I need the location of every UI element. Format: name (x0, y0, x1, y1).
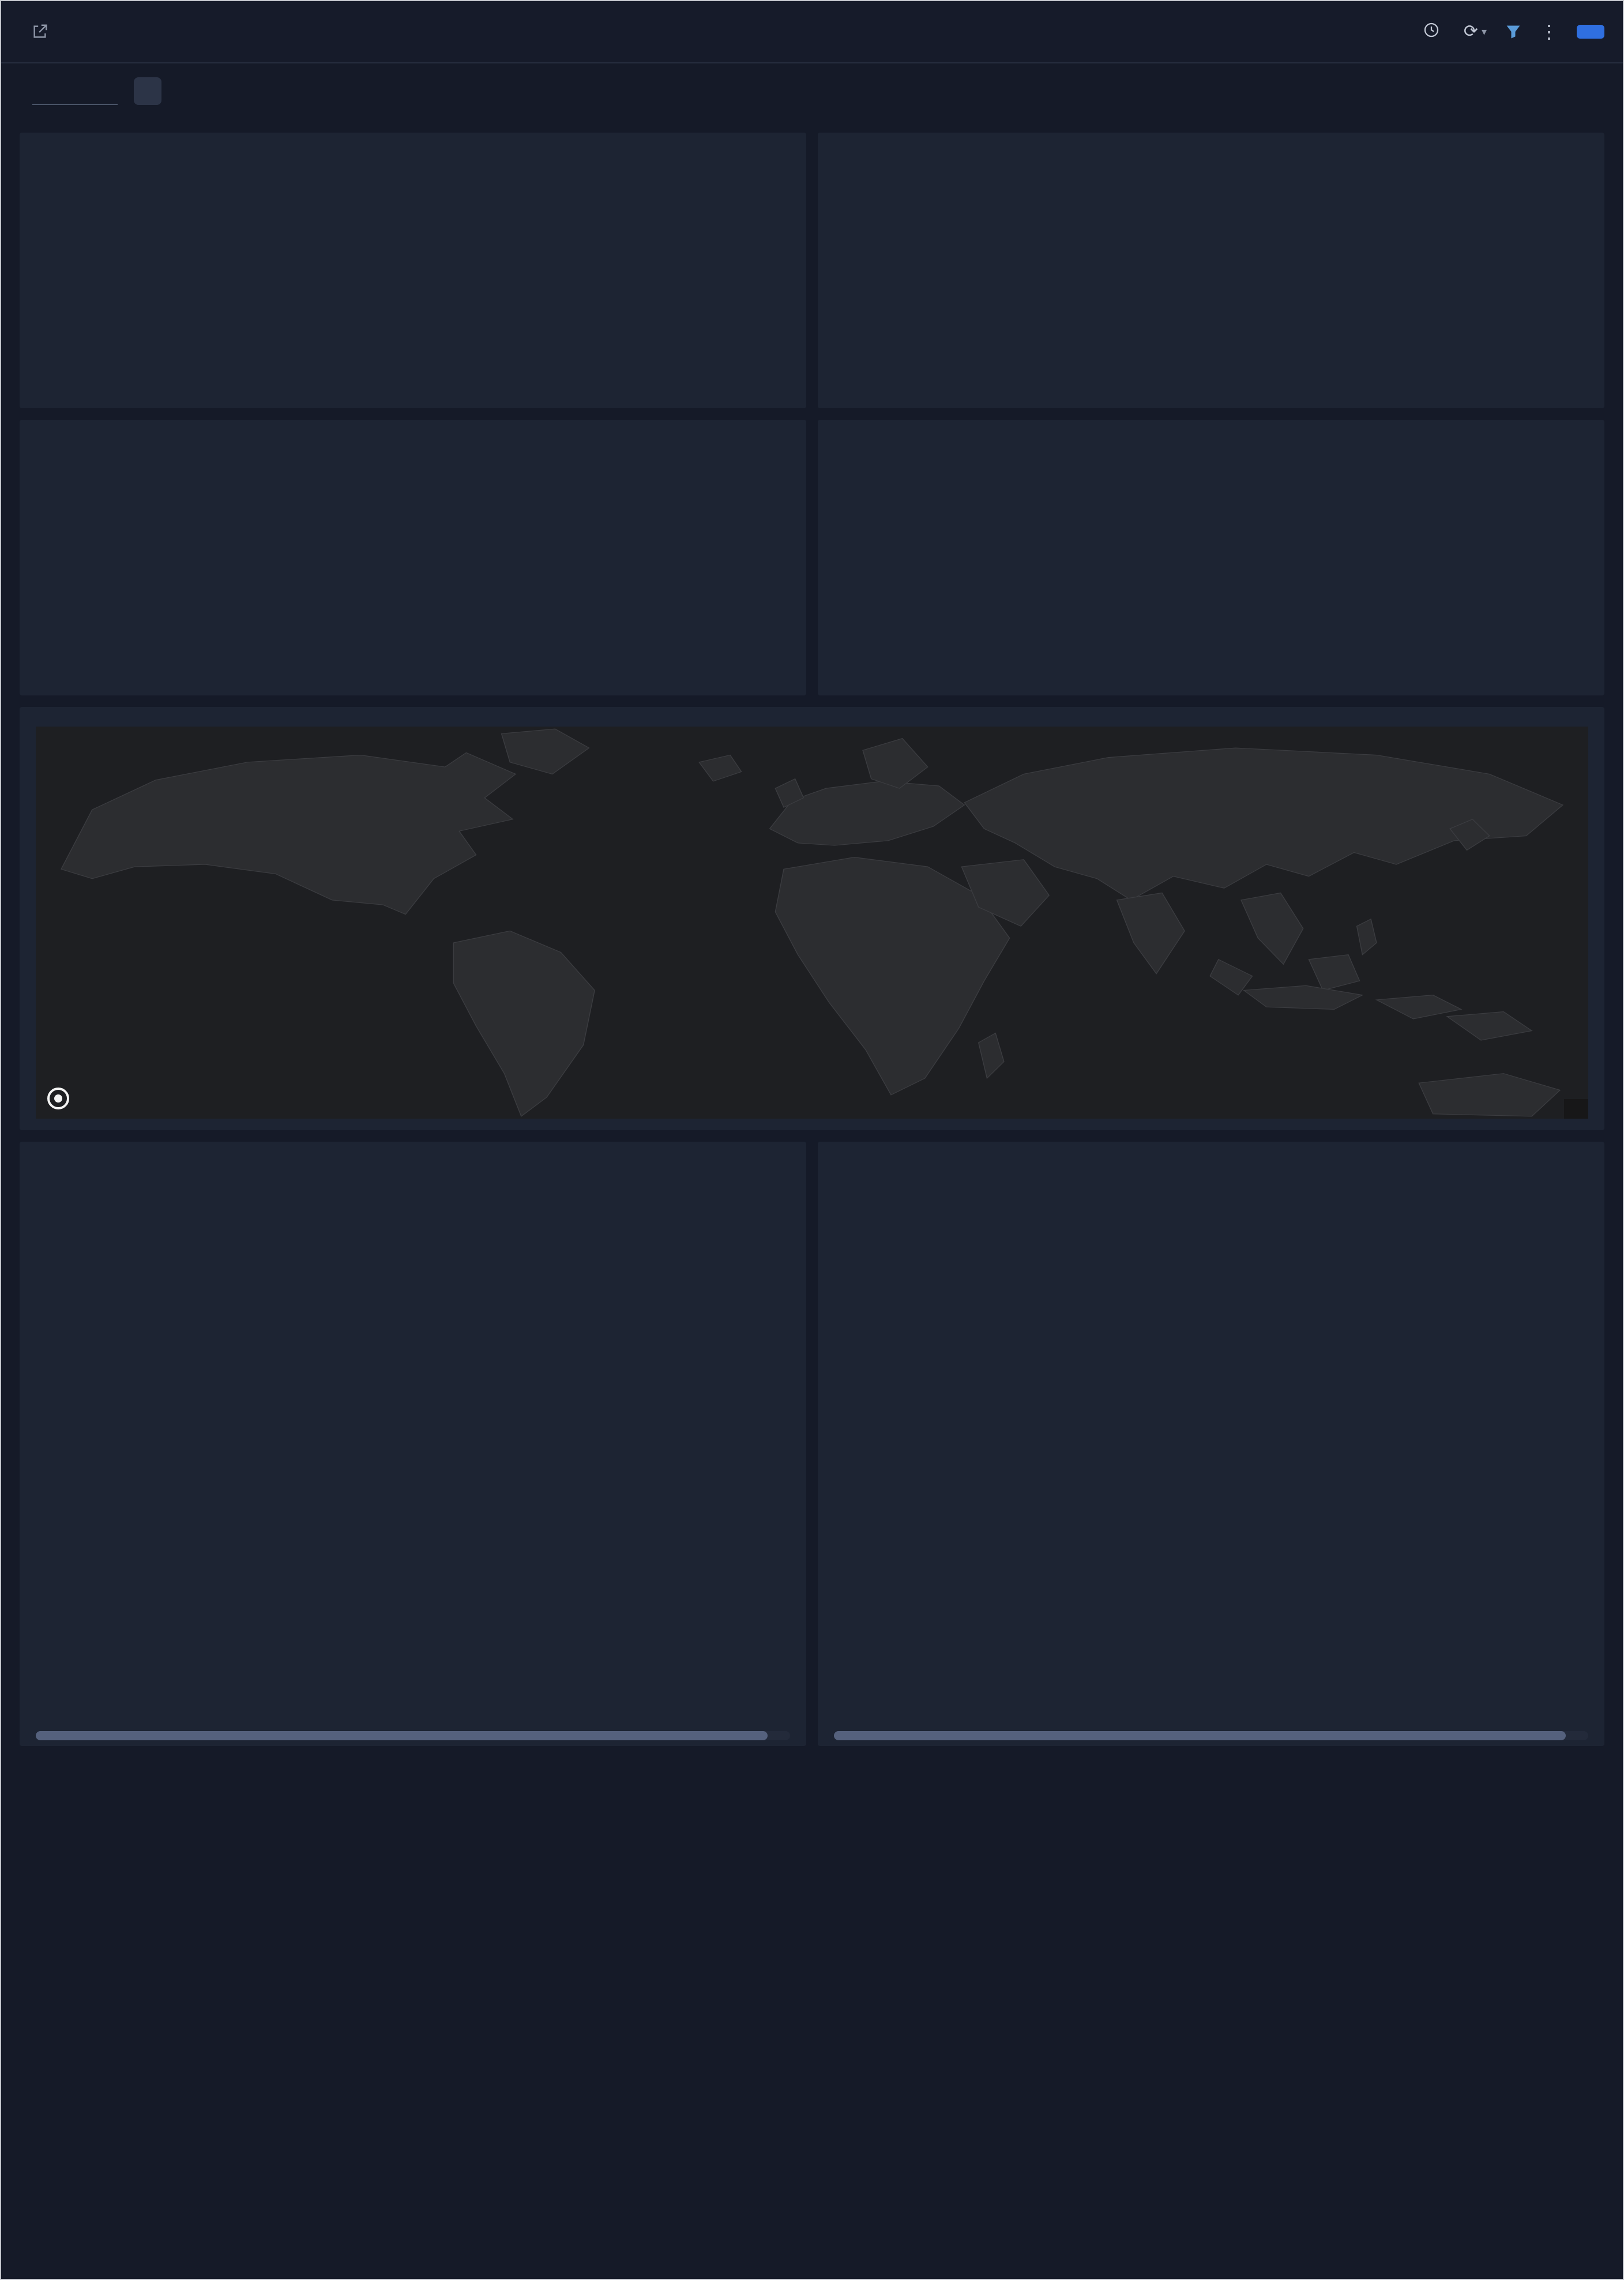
db-cluster-label (20, 86, 23, 104)
refresh-control[interactable]: ⟳ ▾ (1464, 23, 1487, 40)
network-bytes-chart (834, 437, 1588, 684)
innodb-row-lock-waits-chart (36, 150, 790, 397)
map-row (1, 695, 1623, 1130)
slow-queries-chart (834, 150, 1588, 397)
kebab-menu-icon[interactable]: ⋮ (1540, 21, 1558, 42)
panel-innodb-row-lock-waits (20, 133, 806, 408)
add-panel-button[interactable] (1577, 25, 1604, 39)
mapbox-logo[interactable] (47, 1088, 75, 1109)
time-range-control[interactable] (1423, 22, 1445, 42)
panel-disk-reads-vs-writes (20, 420, 806, 695)
mapbox-icon (47, 1088, 69, 1109)
panel-top-10-warnings (818, 1142, 1604, 1746)
db-cluster-filter (20, 84, 118, 105)
scrollbar-thumb[interactable] (834, 1731, 1566, 1740)
charts-row-1 (1, 121, 1623, 408)
dashboard-header: ⟳ ▾ ⋮ (1, 1, 1623, 63)
basemap (36, 727, 1588, 1119)
filter-icon[interactable] (1505, 24, 1521, 40)
chevron-down-icon: ▾ (1481, 25, 1487, 37)
db-cluster-input[interactable] (32, 85, 118, 105)
panel-failed-login-location (20, 707, 1604, 1130)
horizontal-scrollbar (36, 1731, 790, 1740)
world-map[interactable] (36, 727, 1588, 1119)
panel-top-10-errors (20, 1142, 806, 1746)
panel-network-bytes (818, 420, 1604, 695)
add-filter-button[interactable] (134, 77, 161, 105)
tables-row (1, 1130, 1623, 1746)
panel-slow-queries-over-time (818, 133, 1604, 408)
refresh-icon: ⟳ (1463, 22, 1478, 41)
scrollbar-thumb[interactable] (36, 1731, 768, 1740)
filter-bar (1, 63, 1623, 121)
disk-reads-writes-chart (36, 437, 790, 684)
horizontal-scrollbar (834, 1731, 1588, 1740)
edit-dashboard-icon[interactable] (31, 23, 48, 40)
charts-row-2 (1, 408, 1623, 695)
clock-icon (1423, 22, 1439, 42)
map-attribution (1564, 1099, 1588, 1119)
